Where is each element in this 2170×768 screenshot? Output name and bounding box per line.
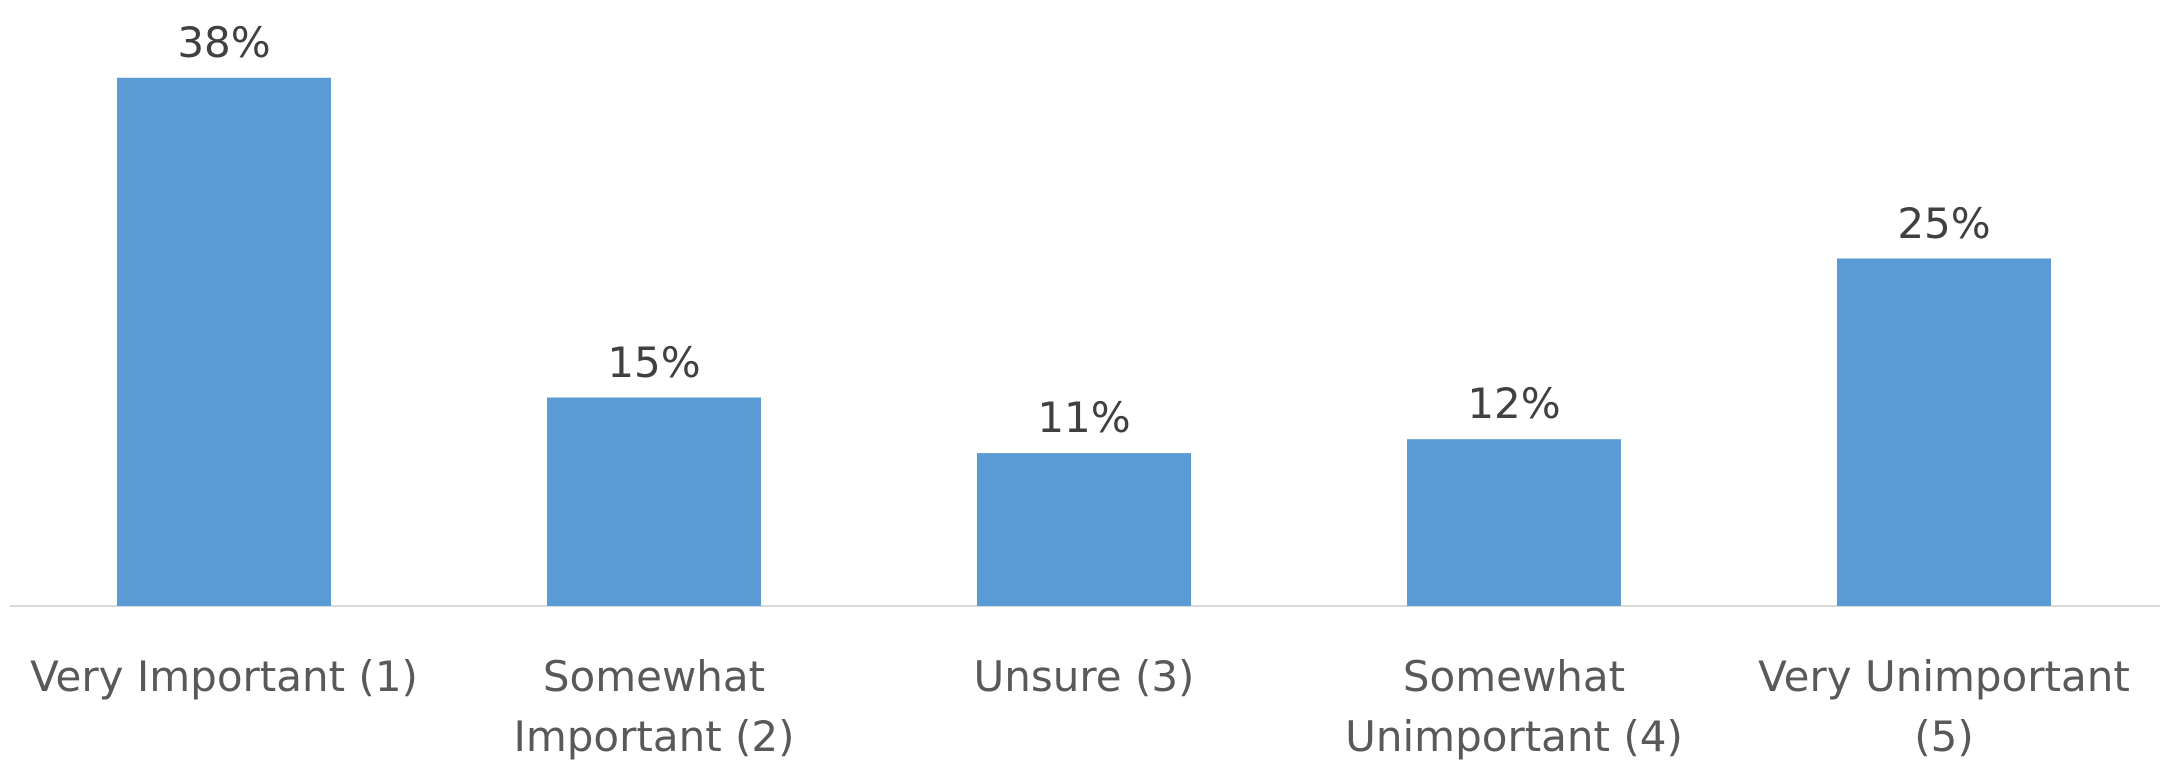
value-label: 25% <box>1897 198 1991 248</box>
bar <box>117 77 331 607</box>
bar <box>1407 439 1621 606</box>
value-label: 12% <box>1467 379 1561 429</box>
x-tick-label: Very Unimportant (5) <box>1758 652 2130 761</box>
value-label: 11% <box>1037 393 1131 443</box>
x-tick-label: Somewhat Unimportant (4) <box>1345 652 1683 761</box>
x-tick-label: Unsure (3) <box>973 652 1195 701</box>
value-label: 15% <box>607 337 701 387</box>
value-label: 38% <box>177 17 271 67</box>
x-tick-label: Somewhat Important (2) <box>513 652 795 761</box>
bar <box>547 397 761 606</box>
bar <box>1837 258 2051 606</box>
x-tick-label: Very Important (1) <box>30 652 418 701</box>
bar <box>977 453 1191 606</box>
